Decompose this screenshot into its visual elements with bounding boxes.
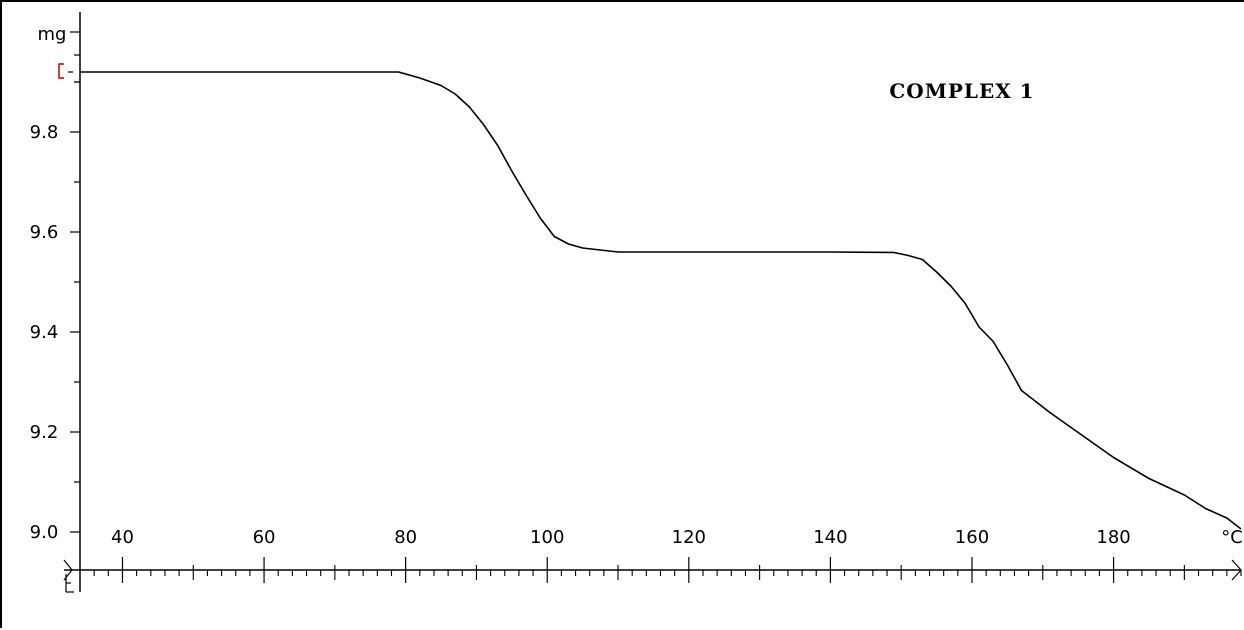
x-tick-label: 100 — [530, 527, 564, 548]
y-tick-label: 9.2 — [30, 422, 59, 443]
y-ticks: 9.0 9.2 9.4 9.6 9.8 — [30, 31, 80, 543]
x-tick-label: 60 — [253, 527, 276, 548]
start-marker-bracket — [58, 63, 64, 79]
y-tick-label: 9.0 — [30, 522, 59, 543]
x-tick-label: 80 — [394, 527, 417, 548]
x-axis-label: °C — [1221, 527, 1243, 548]
chart-title: COMPLEX 1 — [889, 79, 1034, 103]
x-tick-label: 180 — [1096, 527, 1130, 548]
y-axis-label: mg — [38, 24, 67, 45]
series-line-mass — [80, 71, 1242, 530]
y-tick-label: 9.8 — [30, 122, 59, 143]
x-ticks: 40 60 80 100 120 140 160 180 — [93, 527, 1242, 583]
x-tick-label: 120 — [672, 527, 706, 548]
axes — [63, 12, 1242, 593]
x-tick-label: 140 — [813, 527, 847, 548]
y-tick-label: 9.4 — [30, 322, 59, 343]
series-group — [80, 71, 1242, 530]
x-axis-left-arrow — [63, 559, 73, 581]
y-tick-label: 9.6 — [30, 222, 59, 243]
x-tick-label: 40 — [111, 527, 134, 548]
x-tick-label: 160 — [955, 527, 989, 548]
